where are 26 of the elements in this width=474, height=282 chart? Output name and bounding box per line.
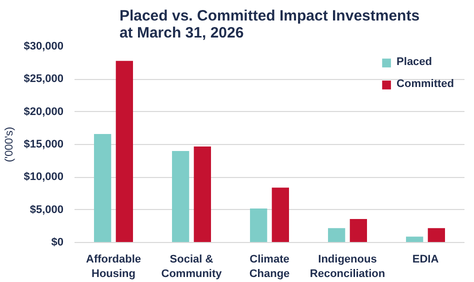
bar — [250, 208, 268, 242]
bar — [94, 134, 112, 242]
y-axis-title: ('000's) — [4, 126, 16, 162]
x-tick-label: Indigenous Reconciliation — [310, 254, 386, 280]
x-tick-label: Climate Change — [249, 254, 290, 280]
bar — [406, 236, 424, 242]
y-tick-label: $5,000 — [30, 204, 64, 216]
legend-label: Placed — [396, 56, 432, 68]
x-tick-label: Social & Community — [161, 254, 223, 280]
bar — [272, 188, 289, 242]
y-tick-label: $25,000 — [24, 73, 64, 86]
bar — [328, 228, 346, 242]
legend-label: Committed — [396, 78, 454, 90]
x-tick-label: EDIA — [412, 254, 439, 266]
bar — [116, 60, 133, 242]
bar — [350, 218, 367, 242]
chart-title: Placed vs. Committed Impact Investments at March 31, 2026 — [119, 8, 420, 42]
bar — [194, 146, 211, 242]
y-tick-label: $10,000 — [24, 171, 64, 184]
x-tick-label: Affordable Housing — [86, 254, 141, 280]
bar — [172, 151, 190, 242]
y-tick-label: $15,000 — [24, 138, 64, 150]
y-tick-label: $20,000 — [24, 106, 64, 118]
y-tick-label: $30,000 — [24, 40, 64, 52]
y-tick-label: $0 — [51, 236, 64, 248]
bar — [428, 228, 445, 242]
